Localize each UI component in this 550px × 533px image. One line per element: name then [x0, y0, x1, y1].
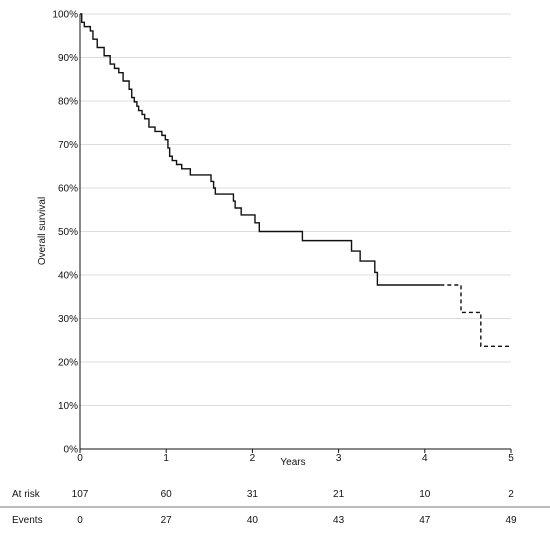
- y-axis-title: Overall survival: [37, 197, 48, 265]
- survival-curve-dashed: [440, 284, 511, 348]
- x-tick-label: 5: [508, 453, 514, 464]
- y-tick-label: 50%: [58, 227, 78, 238]
- y-tick-label: 90%: [58, 53, 78, 64]
- risk-cell: 2: [508, 489, 514, 500]
- y-tick-label: 20%: [58, 358, 78, 369]
- gridlines: [80, 13, 511, 406]
- y-tick-label: 70%: [58, 140, 78, 151]
- risk-row-label: At risk: [12, 489, 41, 500]
- y-tick-label: 10%: [58, 401, 78, 412]
- x-tick-label: 4: [422, 453, 428, 464]
- x-tick-label: 0: [77, 453, 83, 464]
- y-tick-label: 0%: [64, 445, 79, 456]
- axes: [79, 14, 511, 450]
- x-tick-label: 3: [336, 453, 342, 464]
- y-tick-label: 60%: [58, 184, 78, 195]
- risk-cell: 0: [77, 515, 83, 526]
- risk-cell: 47: [419, 515, 431, 526]
- risk-cell: 60: [161, 489, 173, 500]
- y-tick-label: 80%: [58, 97, 78, 108]
- y-tick-label: 40%: [58, 271, 78, 282]
- x-tick-label: 2: [250, 453, 256, 464]
- risk-cell: 21: [333, 489, 345, 500]
- survival-curve-solid: [80, 13, 441, 286]
- x-axis-title: Years: [280, 457, 305, 468]
- x-tick-label: 1: [163, 453, 169, 464]
- risk-table: At risk 107 60 31 21 10 2 Events 0 27 40 43 47 49: [0, 489, 550, 526]
- y-tick-label: 100%: [52, 10, 78, 21]
- risk-cell: 43: [333, 515, 345, 526]
- survival-curves: [80, 13, 511, 348]
- risk-row-label: Events: [12, 515, 43, 526]
- risk-cell: 31: [247, 489, 259, 500]
- risk-cell: 27: [161, 515, 173, 526]
- y-tick-labels: 0% 10% 20% 30% 40% 50% 60% 70% 80% 90% 100%: [52, 10, 78, 456]
- risk-cell: 10: [419, 489, 431, 500]
- x-tick-labels: 0 1 2 3 4 5: [77, 449, 514, 464]
- y-tick-label: 30%: [58, 314, 78, 325]
- risk-cell: 107: [72, 489, 89, 500]
- risk-cell: 40: [247, 515, 259, 526]
- risk-cell: 49: [505, 515, 517, 526]
